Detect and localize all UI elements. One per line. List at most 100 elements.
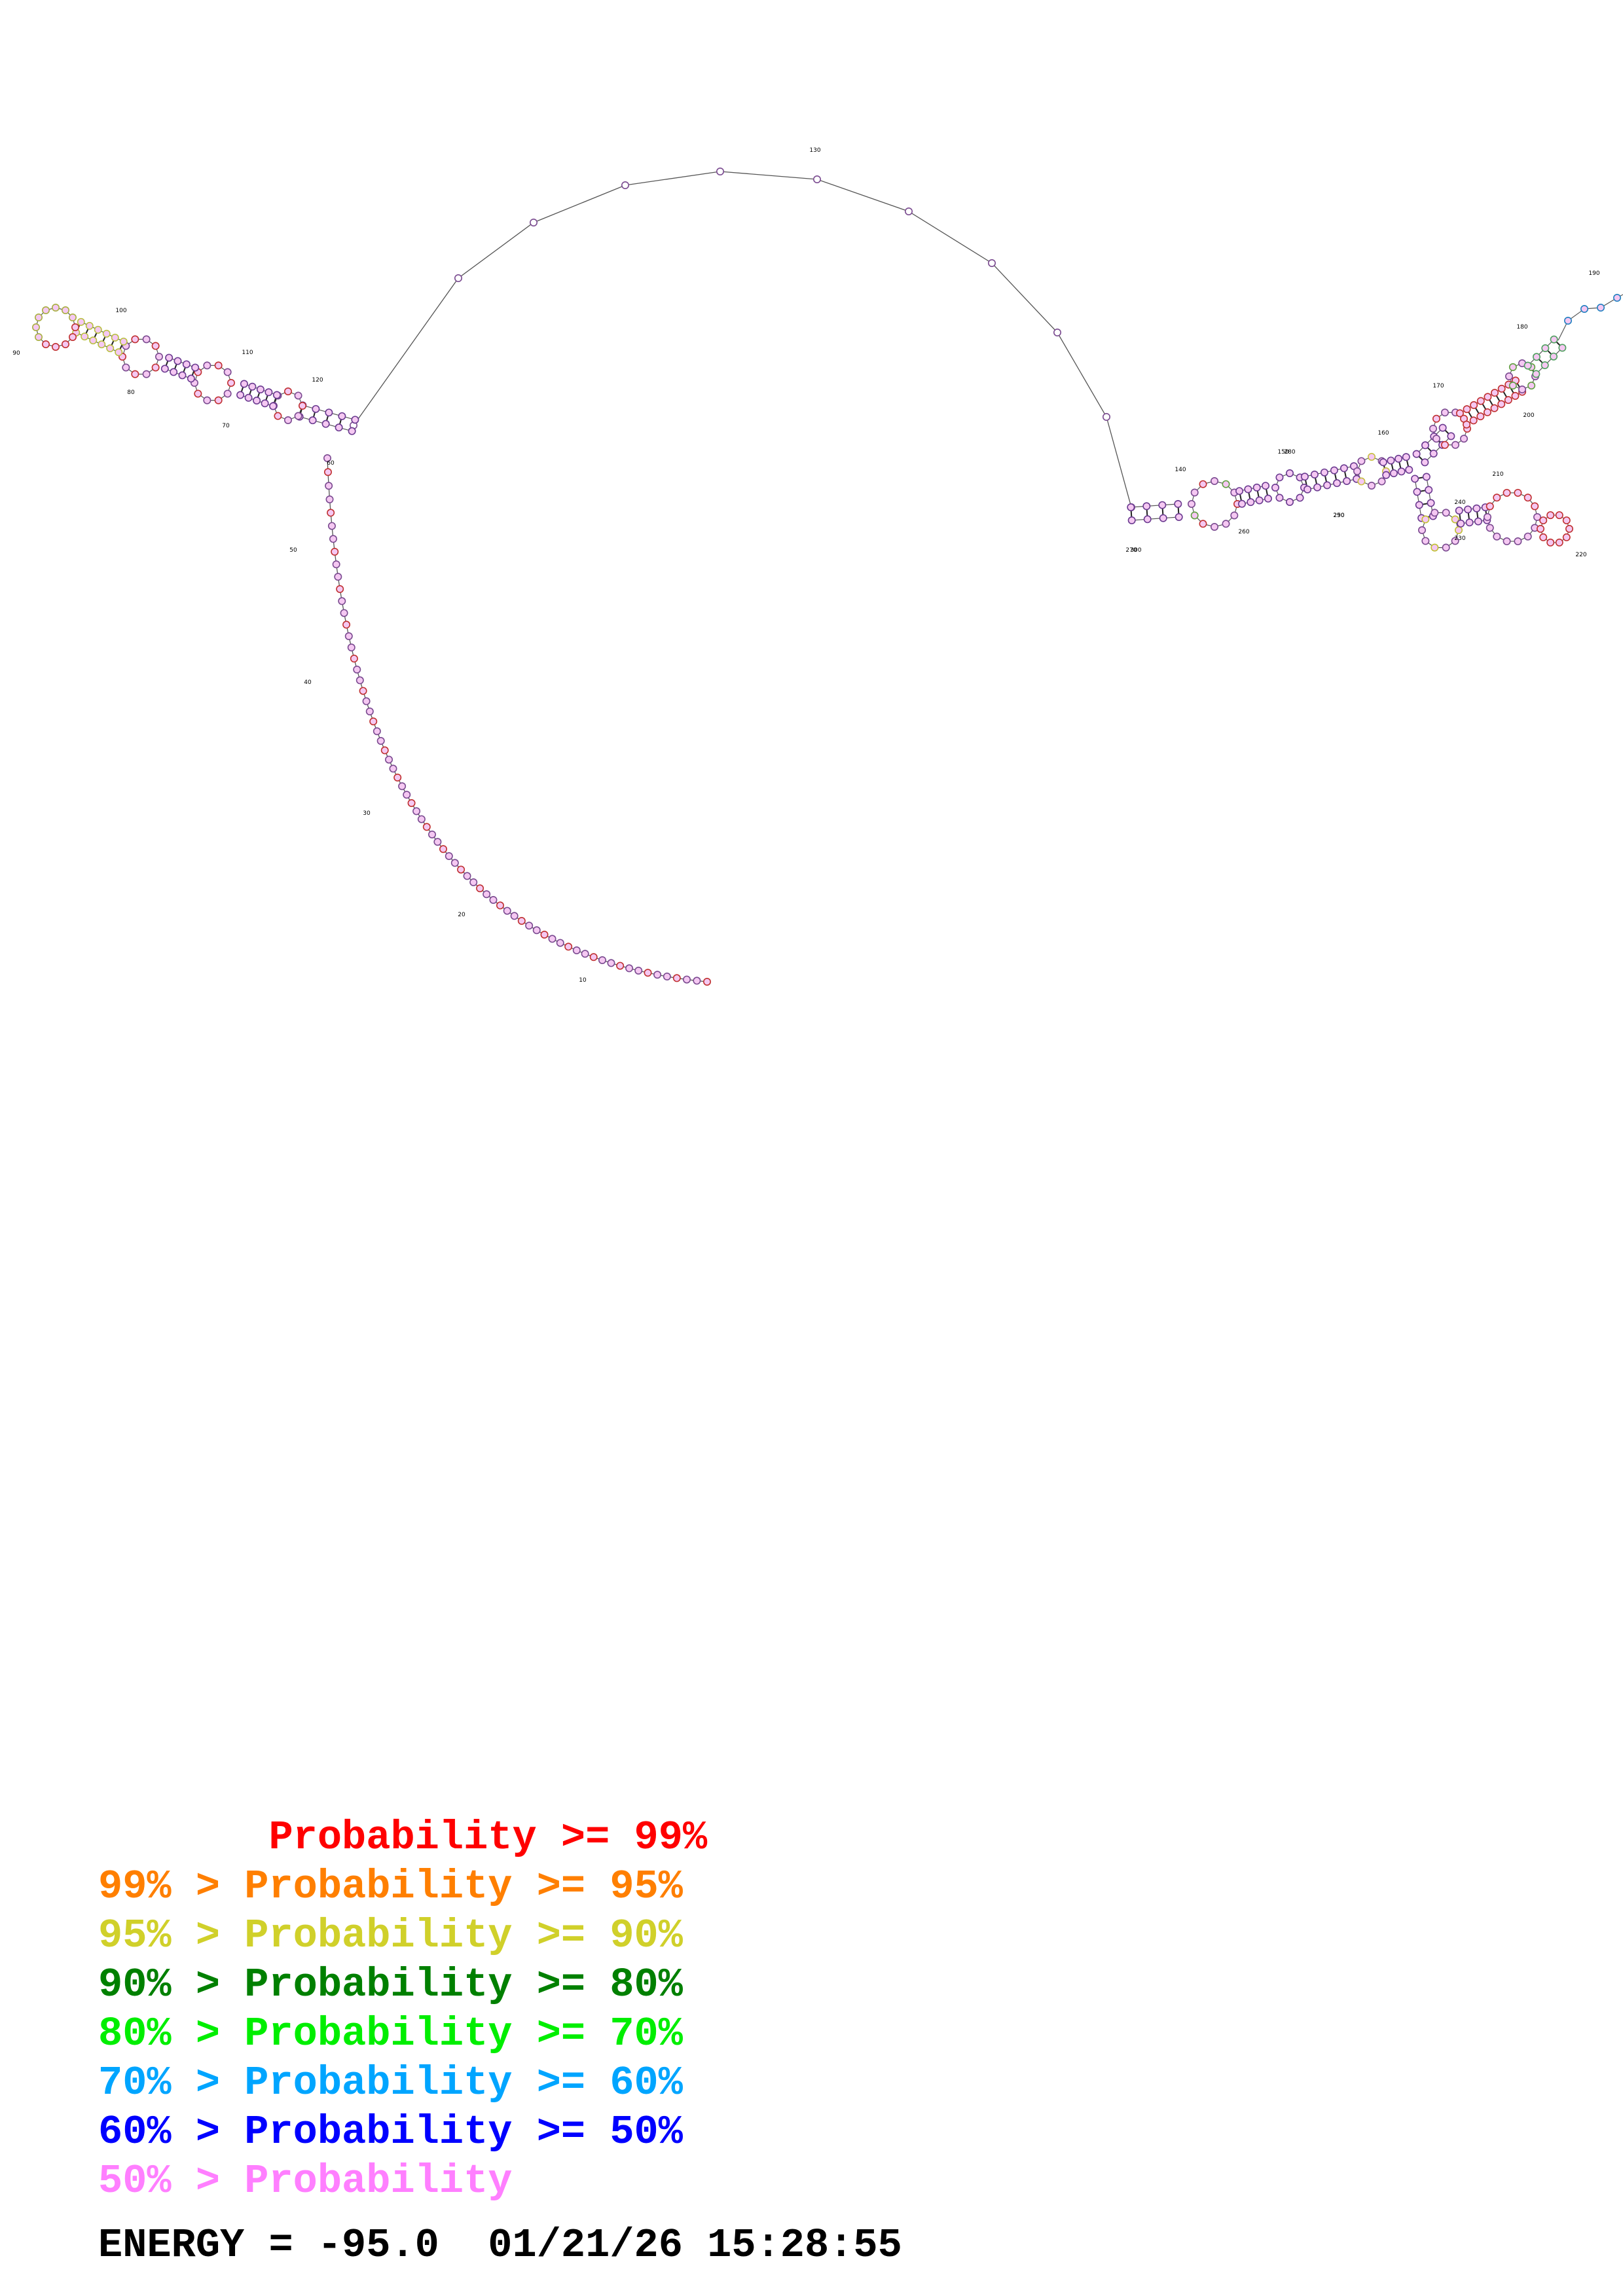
- legend-entry: 99% > Probability >= 95%: [98, 1863, 683, 1910]
- legend-entry: 70% > Probability >= 60%: [98, 2060, 683, 2106]
- nucleotide: [1451, 537, 1459, 545]
- nucleotide: [1442, 543, 1450, 552]
- nucleotide: [1463, 405, 1471, 414]
- nucleotide: [85, 321, 94, 330]
- position-label: 300: [1130, 547, 1141, 554]
- nucleotide: [1442, 509, 1450, 517]
- nucleotide: [407, 799, 416, 808]
- nucleotide: [362, 697, 371, 706]
- branch-up-helix-1-strand-a: [1424, 435, 1451, 463]
- nucleotide: [1597, 303, 1605, 312]
- nucleotide: [52, 342, 60, 351]
- nucleotide: [1476, 412, 1485, 421]
- nucleotide: [1447, 432, 1455, 440]
- nucleotide: [556, 939, 564, 947]
- nucleotide: [1247, 498, 1255, 507]
- nucleotide: [348, 427, 356, 435]
- nucleotide: [294, 391, 302, 400]
- nucleotide: [329, 535, 337, 543]
- nucleotide: [214, 396, 223, 404]
- nucleotide: [1333, 479, 1341, 488]
- nucleotide: [1532, 353, 1541, 361]
- nucleotide: [1199, 520, 1207, 528]
- nucleotide: [272, 391, 281, 399]
- nucleotide: [517, 917, 526, 925]
- nucleotide: [1127, 503, 1135, 512]
- nucleotide: [503, 906, 511, 915]
- nucleotide: [510, 912, 519, 920]
- position-label: 240: [1454, 499, 1465, 506]
- nucleotide: [325, 482, 333, 490]
- nucleotide: [385, 755, 393, 764]
- nucleotide: [905, 207, 913, 215]
- nucleotide: [682, 975, 691, 984]
- position-label: 210: [1492, 471, 1503, 478]
- nucleotide: [336, 584, 344, 593]
- nucleotide: [1211, 522, 1219, 531]
- nucleotide: [81, 332, 89, 341]
- nucleotide: [1235, 487, 1244, 495]
- nucleotide: [283, 416, 292, 424]
- nucleotide: [625, 964, 634, 973]
- nucleotide: [1451, 440, 1460, 449]
- nucleotide: [1421, 441, 1429, 450]
- nucleotide: [564, 942, 573, 951]
- nucleotide: [1469, 416, 1478, 425]
- nucleotide: [68, 332, 77, 341]
- nucleotide: [1550, 335, 1558, 344]
- nucleotide: [1546, 538, 1555, 547]
- position-label: 150: [1277, 449, 1288, 456]
- nucleotide: [236, 391, 245, 399]
- position-label: 220: [1575, 552, 1586, 558]
- nucleotide: [1539, 533, 1548, 541]
- nucleotide: [1474, 517, 1482, 526]
- nucleotide: [356, 676, 364, 685]
- nucleotide: [1464, 505, 1472, 514]
- nucleotide: [1415, 501, 1423, 509]
- position-label: 190: [1588, 270, 1599, 277]
- position-label: 260: [1238, 529, 1249, 535]
- nucleotide: [398, 782, 407, 791]
- nucleotide: [1539, 516, 1548, 525]
- nucleotide: [1432, 435, 1440, 443]
- nucleotide: [203, 396, 211, 404]
- nucleotide: [1431, 509, 1439, 517]
- nucleotide: [1440, 440, 1449, 449]
- nucleotide: [1562, 533, 1571, 541]
- nucleotide: [1455, 526, 1463, 534]
- nucleotide: [1237, 499, 1246, 508]
- nucleotide: [1255, 496, 1264, 505]
- position-label: 140: [1175, 467, 1186, 473]
- nucleotide: [1533, 512, 1542, 521]
- nucleotide: [182, 360, 191, 368]
- nucleotide: [1493, 532, 1501, 541]
- nucleotide: [1252, 483, 1261, 492]
- nucleotide: [131, 370, 139, 378]
- branch-up-helix-3-strand-a: [1535, 347, 1563, 374]
- position-label: 200: [1523, 412, 1534, 419]
- position-label: 120: [312, 377, 323, 384]
- nucleotide: [1463, 420, 1471, 429]
- legend-entry: Probability >= 99%: [98, 1814, 708, 1861]
- nucleotide: [1531, 502, 1539, 511]
- nucleotide: [581, 950, 589, 958]
- right-internal-loop-1: [1191, 480, 1238, 528]
- nucleotide: [42, 306, 50, 315]
- nucleotide: [327, 522, 336, 530]
- nucleotide: [1429, 424, 1438, 433]
- nucleotide: [223, 368, 232, 376]
- nucleotide: [1508, 363, 1517, 371]
- nucleotide: [42, 340, 50, 348]
- nucleotide: [1142, 502, 1151, 511]
- nucleotide: [1486, 502, 1494, 511]
- energy-timestamp-line: ENERGY = -95.0 01/21/26 15:28:55: [98, 2222, 902, 2269]
- right-helix-2-strand-b: [1239, 485, 1266, 492]
- nucleotide: [203, 361, 211, 370]
- nucleotide: [450, 859, 459, 867]
- nucleotide: [1286, 469, 1294, 477]
- nucleotide: [1421, 515, 1430, 524]
- nucleotide: [1514, 488, 1522, 497]
- nucleotide: [1377, 477, 1386, 486]
- nucleotide: [532, 926, 541, 935]
- nucleotide: [1262, 482, 1270, 490]
